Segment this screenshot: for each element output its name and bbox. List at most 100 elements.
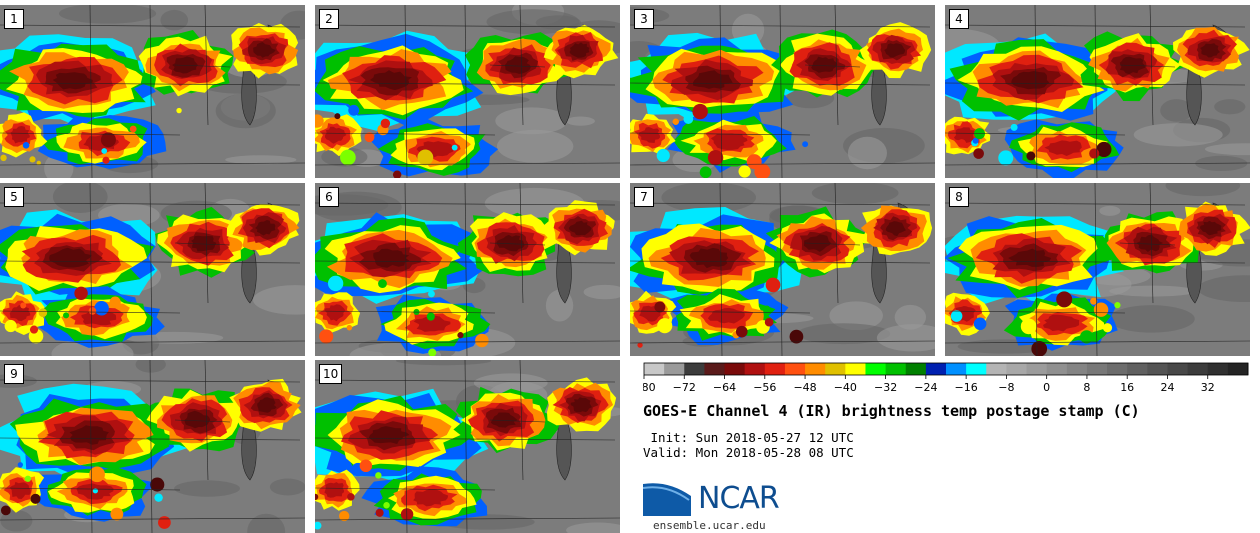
- cloud-region: [324, 482, 344, 498]
- state-borders: [315, 360, 620, 533]
- storm-systems: [945, 201, 1250, 356]
- satellite-image: [0, 360, 305, 533]
- cloud-region: [568, 220, 592, 236]
- storm-systems: [0, 204, 300, 348]
- colorbar-tick-label: −56: [753, 381, 776, 394]
- colorbar-swatch: [764, 363, 786, 375]
- satellite-image: [315, 360, 620, 533]
- colorbar-swatch: [784, 363, 806, 375]
- cloud-region: [9, 304, 31, 322]
- colorbar-swatch: [1207, 363, 1229, 375]
- state-borders: [315, 183, 620, 356]
- satellite-image: [630, 5, 935, 178]
- colorbar-swatch: [1046, 363, 1068, 375]
- ncar-logo: NCAR: [643, 476, 793, 520]
- colorbar-swatch: [644, 363, 665, 375]
- colorbar-tick-label: −72: [673, 381, 696, 394]
- colorbar-tick-label: −24: [914, 381, 937, 394]
- colorbar-swatch: [845, 363, 866, 375]
- satellite-image: [0, 5, 305, 178]
- colorbar-swatch: [744, 363, 766, 375]
- cloud-region: [413, 489, 449, 507]
- satellite-image: [945, 183, 1250, 356]
- panel-number: 2: [319, 9, 339, 29]
- cloud-region: [1011, 71, 1050, 90]
- panel-number: 10: [319, 364, 343, 384]
- cloud-region: [52, 72, 93, 90]
- colorbar-swatch: [684, 363, 705, 375]
- logo-text: NCAR: [698, 481, 780, 516]
- cloud-region: [191, 235, 217, 252]
- colorbar-tick-label: 16: [1120, 381, 1134, 394]
- colorbar-swatch: [1006, 363, 1028, 375]
- cloud-region: [184, 410, 211, 429]
- state-borders: [630, 183, 935, 356]
- cloud-region: [954, 306, 976, 322]
- state-borders: [630, 5, 935, 178]
- colorbar-tick-label: 24: [1160, 381, 1174, 394]
- cloud-region: [638, 127, 661, 143]
- cloud-region: [413, 315, 451, 332]
- storm-systems: [315, 377, 617, 530]
- state-borders: [315, 5, 620, 178]
- panel-number: 5: [4, 187, 24, 207]
- colorbar-swatch: [1066, 363, 1088, 375]
- cloud-region: [884, 43, 906, 58]
- colorbar-swatch: [966, 363, 987, 375]
- cloud-region: [689, 247, 729, 269]
- colorbar-swatch: [825, 363, 846, 375]
- cloud-region: [570, 397, 592, 413]
- colorbar-tick-label: 0: [1043, 381, 1050, 394]
- state-borders: [0, 360, 305, 533]
- colorbar-tick-label: −32: [874, 381, 897, 394]
- colorbar-swatch: [1167, 363, 1189, 375]
- cloud-region: [490, 412, 518, 428]
- colorbar-tick-label: 8: [1083, 381, 1090, 394]
- state-borders: [945, 5, 1250, 178]
- state-borders: [0, 183, 305, 356]
- ncar-swoosh-icon: [643, 478, 693, 516]
- satellite-image: [315, 5, 620, 178]
- colorbar-tick-label: −48: [793, 381, 816, 394]
- cloud-region: [10, 126, 30, 144]
- cloud-region: [1199, 220, 1222, 236]
- colorbar-swatch: [865, 363, 887, 375]
- panel-6: 6: [315, 183, 620, 356]
- cloud-region: [1043, 314, 1080, 332]
- storm-systems: [630, 22, 932, 178]
- panel-number: 8: [949, 187, 969, 207]
- cloud-region: [49, 247, 92, 268]
- satellite-image: [945, 5, 1250, 178]
- state-borders: [945, 183, 1250, 356]
- colorbar-swatch: [1026, 363, 1048, 375]
- cloud-region: [373, 248, 410, 268]
- panel-10: 10: [315, 360, 620, 533]
- panel-number: 7: [634, 187, 654, 207]
- satellite-image: [315, 183, 620, 356]
- colorbar-swatch: [946, 363, 967, 375]
- storm-systems: [630, 205, 933, 348]
- cloud-region: [710, 133, 748, 150]
- colorbar-tick-label: −80: [643, 381, 656, 394]
- storm-systems: [315, 24, 619, 178]
- cloud-region: [257, 397, 277, 413]
- colorbar-swatch: [664, 363, 685, 375]
- panel-3: 3: [630, 5, 935, 178]
- cloud-region: [368, 426, 410, 444]
- colorbar-swatch: [1187, 363, 1209, 375]
- cloud-region: [9, 481, 31, 499]
- cloud-region: [1008, 248, 1051, 267]
- cloud-region: [953, 127, 975, 143]
- cloud-region: [325, 126, 347, 144]
- cloud-region: [496, 234, 525, 252]
- colorbar-tick-label: −64: [713, 381, 736, 394]
- map-title: GOES-E Channel 4 (IR) brightness temp po…: [643, 402, 1140, 420]
- cloud-region: [569, 42, 590, 58]
- panel-1: 1: [0, 5, 305, 178]
- colorbar-swatch: [986, 363, 1007, 375]
- cloud-region: [324, 304, 346, 322]
- panel-9: 9: [0, 360, 305, 533]
- colorbar-swatch: [1107, 363, 1128, 375]
- cloud-region: [803, 234, 831, 252]
